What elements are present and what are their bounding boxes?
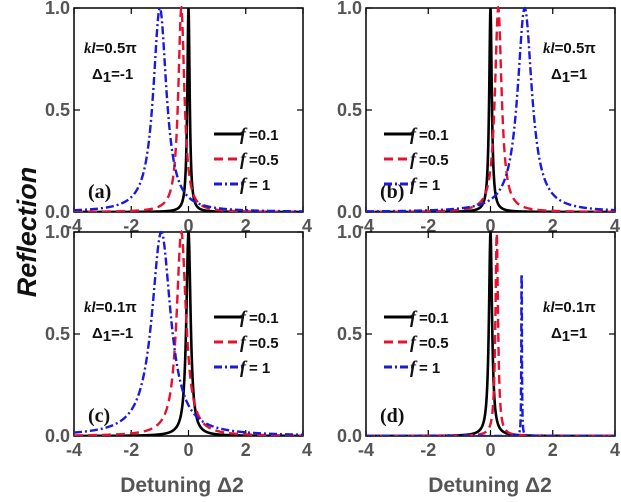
y-tick-label: 0.0 (45, 426, 70, 446)
x-tick-label: 0 (485, 440, 495, 460)
delta1-annotation: Δ1=-1 (92, 325, 133, 345)
legend-label-1: f =0.1 (410, 124, 449, 144)
legend-label-2: f =0.5 (410, 149, 449, 169)
delta1-annotation: Δ1=1 (551, 66, 587, 86)
legend-label-1: f =0.1 (240, 307, 279, 327)
x-tick-label: 0 (183, 440, 193, 460)
x-tick-label: -2 (123, 440, 139, 460)
panel-label: (c) (88, 405, 110, 427)
legend-label-2: f =0.5 (410, 332, 449, 352)
kl-annotation: kl=0.1π (543, 299, 596, 316)
y-tick-label: 1.0 (45, 222, 70, 242)
x-tick-label: -2 (420, 440, 436, 460)
x-axis-label-left: Detuning Δ2 (120, 474, 244, 497)
y-tick-label: 1.0 (45, 0, 70, 18)
kl-annotation: kl=0.5π (84, 40, 137, 57)
panel-label: (d) (380, 405, 404, 427)
x-tick-label: 4 (302, 440, 312, 460)
y-tick-label: 0.5 (45, 100, 70, 120)
delta1-annotation: Δ1=-1 (92, 66, 133, 86)
y-tick-label: 1.0 (337, 0, 362, 18)
y-tick-label: 1.0 (337, 222, 362, 242)
legend-label-3: f = 1 (240, 357, 270, 377)
x-tick-label: 4 (610, 440, 620, 460)
kl-annotation: kl=0.5π (543, 40, 596, 57)
y-tick-label: 0.5 (337, 324, 362, 344)
y-tick-label: 0.5 (337, 100, 362, 120)
y-tick-label: 0.5 (45, 324, 70, 344)
y-tick-label: 0.0 (337, 202, 362, 222)
y-tick-label: 0.0 (337, 426, 362, 446)
x-tick-label: 2 (241, 440, 251, 460)
y-axis-label: Reflection (12, 167, 42, 298)
x-axis-label-right: Detuning Δ2 (428, 474, 552, 497)
x-tick-label: 2 (548, 440, 558, 460)
legend-label-3: f = 1 (410, 174, 440, 194)
legend-label-2: f =0.5 (240, 149, 279, 169)
legend-label-3: f = 1 (410, 357, 440, 377)
delta1-annotation: Δ1=1 (551, 325, 587, 345)
legend-label-2: f =0.5 (240, 332, 279, 352)
kl-annotation: kl=0.1π (84, 299, 137, 316)
y-tick-label: 0.0 (45, 202, 70, 222)
panel-label: (a) (88, 181, 111, 203)
legend-label-1: f =0.1 (240, 124, 279, 144)
legend-label-3: f = 1 (240, 174, 270, 194)
legend-label-1: f =0.1 (410, 307, 449, 327)
